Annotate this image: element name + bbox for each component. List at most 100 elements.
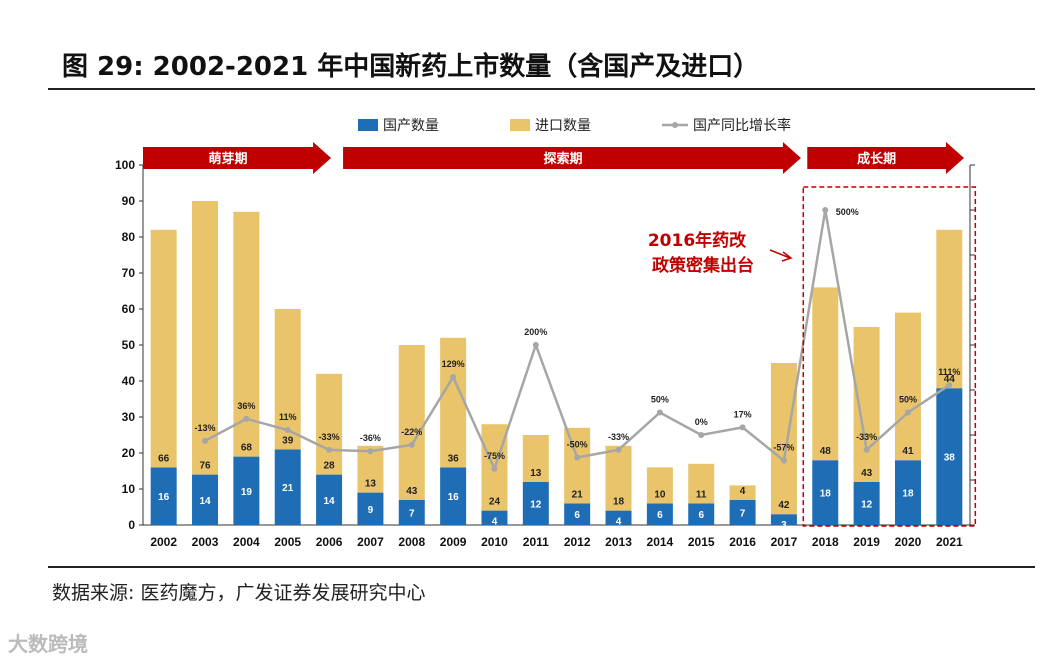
x-tick-label: 2012 <box>564 535 591 549</box>
growth-label: -13% <box>195 423 216 433</box>
y-tick-label: 70 <box>122 266 136 280</box>
growth-label: 36% <box>237 401 255 411</box>
imported-value-label: 76 <box>199 461 211 472</box>
phase-label: 成长期 <box>857 151 896 167</box>
domestic-value-label: 4 <box>616 517 622 528</box>
y-tick-label: 30 <box>122 410 136 424</box>
bar-domestic <box>646 503 673 525</box>
growth-point <box>326 446 333 453</box>
growth-point <box>739 424 746 431</box>
x-tick-label: 2016 <box>729 535 756 549</box>
x-tick-label: 2018 <box>812 535 839 549</box>
bar-domestic <box>192 474 219 525</box>
phase-label: 探索期 <box>543 151 582 167</box>
growth-label: -57% <box>773 443 794 453</box>
highlight-box <box>802 186 977 527</box>
x-tick-label: 2019 <box>853 535 880 549</box>
domestic-value-label: 16 <box>448 492 460 503</box>
domestic-value-label: 14 <box>324 496 336 507</box>
annotation-arrow <box>769 249 791 259</box>
growth-point <box>450 373 457 380</box>
bar-imported <box>522 435 549 482</box>
growth-point <box>822 207 829 213</box>
legend-label-domestic: 国产数量 <box>383 118 439 134</box>
growth-label: -50% <box>567 440 588 450</box>
growth-point <box>946 382 953 389</box>
growth-label: 0% <box>695 417 708 427</box>
top-rule <box>48 88 1035 90</box>
imported-value-label: 41 <box>902 446 914 457</box>
bar-domestic <box>440 467 467 525</box>
bar-imported <box>936 229 963 389</box>
legend-label-growth: 国产同比增长率 <box>693 117 791 134</box>
bar-domestic <box>481 510 508 525</box>
growth-label: -36% <box>360 433 381 443</box>
bar-domestic <box>398 499 425 525</box>
legend-swatch-imported <box>510 119 530 131</box>
x-tick-label: 2010 <box>481 535 508 549</box>
imported-value-label: 24 <box>489 497 501 508</box>
annotation-arrowhead <box>781 251 793 262</box>
domestic-value-label: 3 <box>781 520 787 531</box>
legend-label-imported: 进口数量 <box>535 118 591 134</box>
domestic-value-label: 4 <box>492 517 498 528</box>
growth-label: -33% <box>319 432 340 442</box>
x-tick-label: 2006 <box>316 535 343 549</box>
growth-label: 50% <box>899 395 917 405</box>
imported-value-label: 44 <box>944 374 956 385</box>
phase-arrow <box>343 142 801 174</box>
bar-domestic <box>605 510 632 525</box>
x-tick-label: 2002 <box>150 535 177 549</box>
domestic-value-label: 14 <box>199 496 211 507</box>
imported-value-label: 48 <box>820 446 832 457</box>
growth-point <box>367 448 374 455</box>
growth-label: 500% <box>836 207 859 217</box>
imported-value-label: 13 <box>530 468 542 479</box>
growth-point <box>574 454 581 461</box>
phase-arrows: 萌芽期 探索期 成长期 <box>143 142 964 174</box>
y-tick-label: 60 <box>122 302 136 316</box>
x-tick-label: 2008 <box>398 535 425 549</box>
bar-imported <box>316 373 343 475</box>
y-tick-label: 40 <box>122 374 136 388</box>
growth-point <box>780 457 787 464</box>
phase-arrow <box>807 142 964 174</box>
bar-domestic <box>233 456 260 525</box>
domestic-value-label: 21 <box>282 483 294 494</box>
growth-point <box>615 446 622 453</box>
growth-point <box>491 465 498 472</box>
imported-value-label: 36 <box>448 453 460 464</box>
imported-value-label: 42 <box>778 500 790 511</box>
imported-value-label: 43 <box>861 468 873 479</box>
bar-domestic <box>316 474 343 525</box>
bar-domestic <box>688 503 715 525</box>
growth-line: -13% 36% 11% -33% -36% -22% 129% -75% 200% -50% -3… <box>195 207 960 473</box>
domestic-value-label: 16 <box>158 492 170 503</box>
growth-label: -75% <box>484 451 505 461</box>
growth-label: -33% <box>608 432 629 442</box>
imported-value-label: 10 <box>654 489 666 500</box>
x-tick-label: 2007 <box>357 535 384 549</box>
bar-domestic <box>274 449 301 525</box>
domestic-value-label: 9 <box>368 505 374 516</box>
domestic-value-label: 7 <box>409 508 415 519</box>
y-tick-label: 80 <box>122 230 136 244</box>
domestic-value-label: 6 <box>698 510 704 521</box>
chart: 国产数量 进口数量 国产同比增长率 萌芽期 探索期 成长期 0 10 20 30 40 50 60 7… <box>115 117 977 549</box>
bar-domestic <box>812 460 839 525</box>
x-tick-label: 2005 <box>274 535 301 549</box>
imported-value-label: 4 <box>740 486 746 497</box>
x-tick-label: 2003 <box>192 535 219 549</box>
y-tick-label: 0 <box>128 518 135 532</box>
watermark: 大数跨境 <box>8 632 88 656</box>
y-tick-label: 90 <box>122 194 136 208</box>
imported-value-label: 21 <box>572 489 584 500</box>
y-tick-label: 50 <box>122 338 136 352</box>
growth-label: 129% <box>442 359 465 369</box>
bar-domestic <box>357 492 384 525</box>
annotation-line-2: 政策密集出台 <box>652 255 754 276</box>
domestic-value-label: 19 <box>241 487 253 498</box>
x-tick-label: 2015 <box>688 535 715 549</box>
